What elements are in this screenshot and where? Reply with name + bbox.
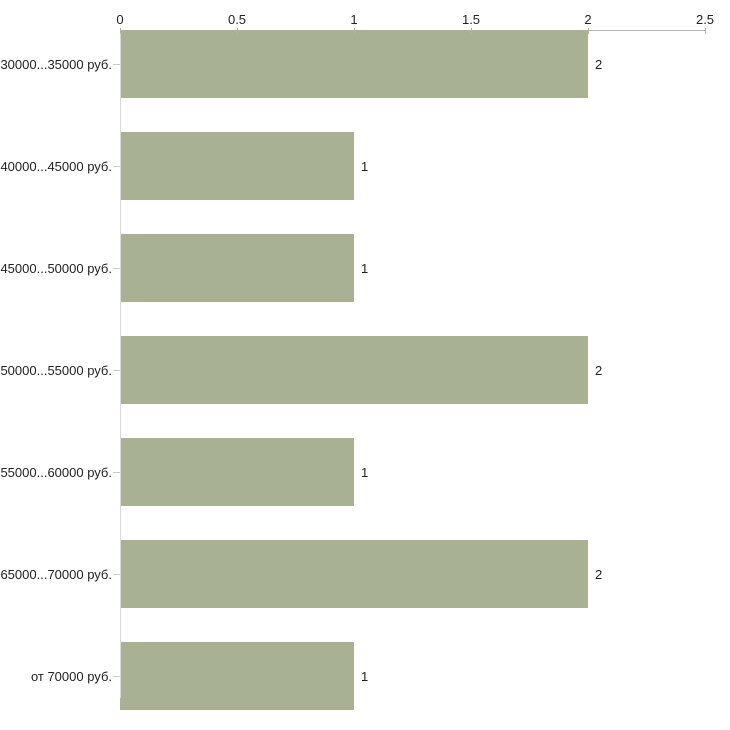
value-label: 2 (595, 362, 603, 378)
x-tick-mark (120, 28, 121, 34)
category-tick (113, 166, 120, 167)
bar (120, 132, 354, 200)
bar (120, 438, 354, 506)
x-tick-mark (588, 28, 589, 34)
category-label: от 70000 руб. (30, 668, 112, 684)
value-label: 2 (595, 566, 603, 582)
x-tick-label: 2 (584, 12, 592, 27)
value-label: 2 (595, 56, 603, 72)
x-tick-label: 1.5 (461, 12, 481, 27)
bar (120, 234, 354, 302)
category-label: 40000...45000 руб. (0, 158, 112, 174)
category-label: 55000...60000 руб. (0, 464, 112, 480)
category-tick (113, 676, 120, 677)
category-label: 45000...50000 руб. (0, 260, 112, 276)
category-label: 30000...35000 руб. (0, 56, 112, 72)
bar (120, 540, 588, 608)
x-tick-label: 1 (350, 12, 358, 27)
x-tick-mark (354, 28, 355, 34)
category-label: 50000...55000 руб. (0, 362, 112, 378)
value-label: 1 (361, 668, 369, 684)
bar (120, 642, 354, 710)
category-label: 65000...70000 руб. (0, 566, 112, 582)
category-tick (113, 64, 120, 65)
x-tick-mark (471, 28, 472, 34)
x-tick-mark (705, 28, 706, 34)
x-tick-mark (237, 28, 238, 34)
bar (120, 30, 588, 98)
x-tick-label: 2.5 (695, 12, 715, 27)
y-axis-line (120, 30, 121, 698)
x-tick-label: 0 (116, 12, 124, 27)
x-tick-label: 0.5 (227, 12, 247, 27)
category-tick (113, 268, 120, 269)
category-tick (113, 574, 120, 575)
value-label: 1 (361, 260, 369, 276)
value-label: 1 (361, 158, 369, 174)
category-tick (113, 370, 120, 371)
value-label: 1 (361, 464, 369, 480)
bar (120, 336, 588, 404)
category-tick (113, 472, 120, 473)
